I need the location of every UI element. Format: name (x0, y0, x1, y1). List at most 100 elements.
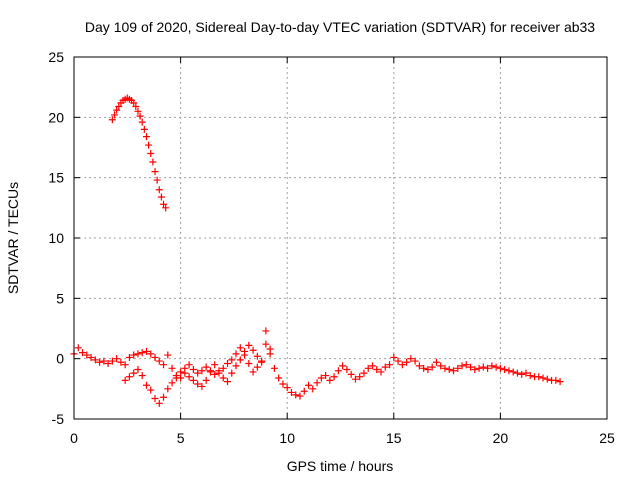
data-point (330, 373, 338, 381)
plot-frame (73, 56, 608, 420)
data-point (132, 102, 140, 110)
data-point (518, 370, 526, 378)
data-point (155, 399, 163, 407)
data-point (245, 341, 253, 349)
data-point (232, 350, 240, 358)
chart-title: Day 109 of 2020, Sidereal Day-to-day VTE… (85, 19, 595, 35)
y-tick-label: -5 (52, 411, 65, 427)
data-point (87, 353, 95, 361)
data-point (130, 351, 138, 359)
data-point (552, 376, 560, 384)
grid (74, 57, 607, 419)
data-point (177, 368, 185, 376)
y-tick-label: 20 (48, 109, 64, 125)
data-point (160, 393, 168, 401)
data-point (449, 367, 457, 375)
data-marks (70, 94, 564, 407)
data-point (219, 364, 227, 372)
data-point (138, 118, 146, 126)
data-point (142, 381, 150, 389)
data-point (539, 374, 547, 382)
data-point (462, 361, 470, 369)
data-point (104, 359, 112, 367)
x-axis-label: GPS time / hours (287, 458, 394, 474)
data-point (108, 357, 116, 365)
data-point (147, 386, 155, 394)
data-point (228, 369, 236, 377)
data-point (189, 366, 197, 374)
data-point (185, 361, 193, 369)
data-point (145, 141, 153, 149)
data-point (360, 369, 368, 377)
data-point (351, 375, 359, 383)
data-point (262, 340, 270, 348)
data-point (488, 362, 496, 370)
data-point (262, 327, 270, 335)
data-point (134, 350, 142, 358)
y-tick-label: 5 (56, 290, 64, 306)
data-point (111, 111, 119, 119)
data-point (471, 366, 479, 374)
data-point (253, 352, 261, 360)
data-point (236, 356, 244, 364)
data-point (211, 370, 219, 378)
data-point (496, 364, 504, 372)
data-point (164, 351, 172, 359)
data-point (317, 374, 325, 382)
data-point (415, 362, 423, 370)
data-point (296, 392, 304, 400)
data-point (140, 125, 148, 133)
data-point (386, 361, 394, 369)
data-point (74, 344, 82, 352)
data-point (403, 358, 411, 366)
y-axis-label: SDTVAR / TECUs (5, 182, 21, 294)
data-point (211, 361, 219, 369)
y-tick-label: 25 (48, 49, 64, 65)
data-point (535, 373, 543, 381)
data-point (185, 373, 193, 381)
data-point (79, 349, 87, 357)
data-point (339, 362, 347, 370)
x-tick-label: 5 (177, 430, 185, 446)
data-point (168, 379, 176, 387)
data-point (198, 382, 206, 390)
data-point (326, 376, 334, 384)
data-point (125, 373, 133, 381)
data-point (160, 361, 168, 369)
data-point (142, 133, 150, 141)
data-point (377, 368, 385, 376)
data-point (147, 350, 155, 358)
data-point (437, 362, 445, 370)
y-tick-label: 0 (56, 351, 64, 367)
data-point (343, 366, 351, 374)
data-point (249, 368, 257, 376)
data-point (364, 364, 372, 372)
y-tick-label: 10 (48, 230, 64, 246)
data-point (258, 358, 266, 366)
data-point (484, 364, 492, 372)
data-point (160, 200, 168, 208)
data-point (309, 385, 317, 393)
data-point (162, 204, 170, 212)
data-point (347, 370, 355, 378)
data-point (121, 361, 129, 369)
data-point (322, 372, 330, 380)
data-point (138, 372, 146, 380)
data-point (428, 363, 436, 371)
data-point (157, 193, 165, 201)
data-point (151, 394, 159, 402)
data-point (168, 364, 176, 372)
data-point (136, 112, 144, 120)
data-point (253, 363, 261, 371)
data-point (334, 367, 342, 375)
data-point (83, 351, 91, 359)
data-point (513, 369, 521, 377)
data-point (283, 384, 291, 392)
data-point (155, 357, 163, 365)
data-point (270, 364, 278, 372)
data-point (138, 349, 146, 357)
data-point (479, 363, 487, 371)
data-point (224, 378, 232, 386)
